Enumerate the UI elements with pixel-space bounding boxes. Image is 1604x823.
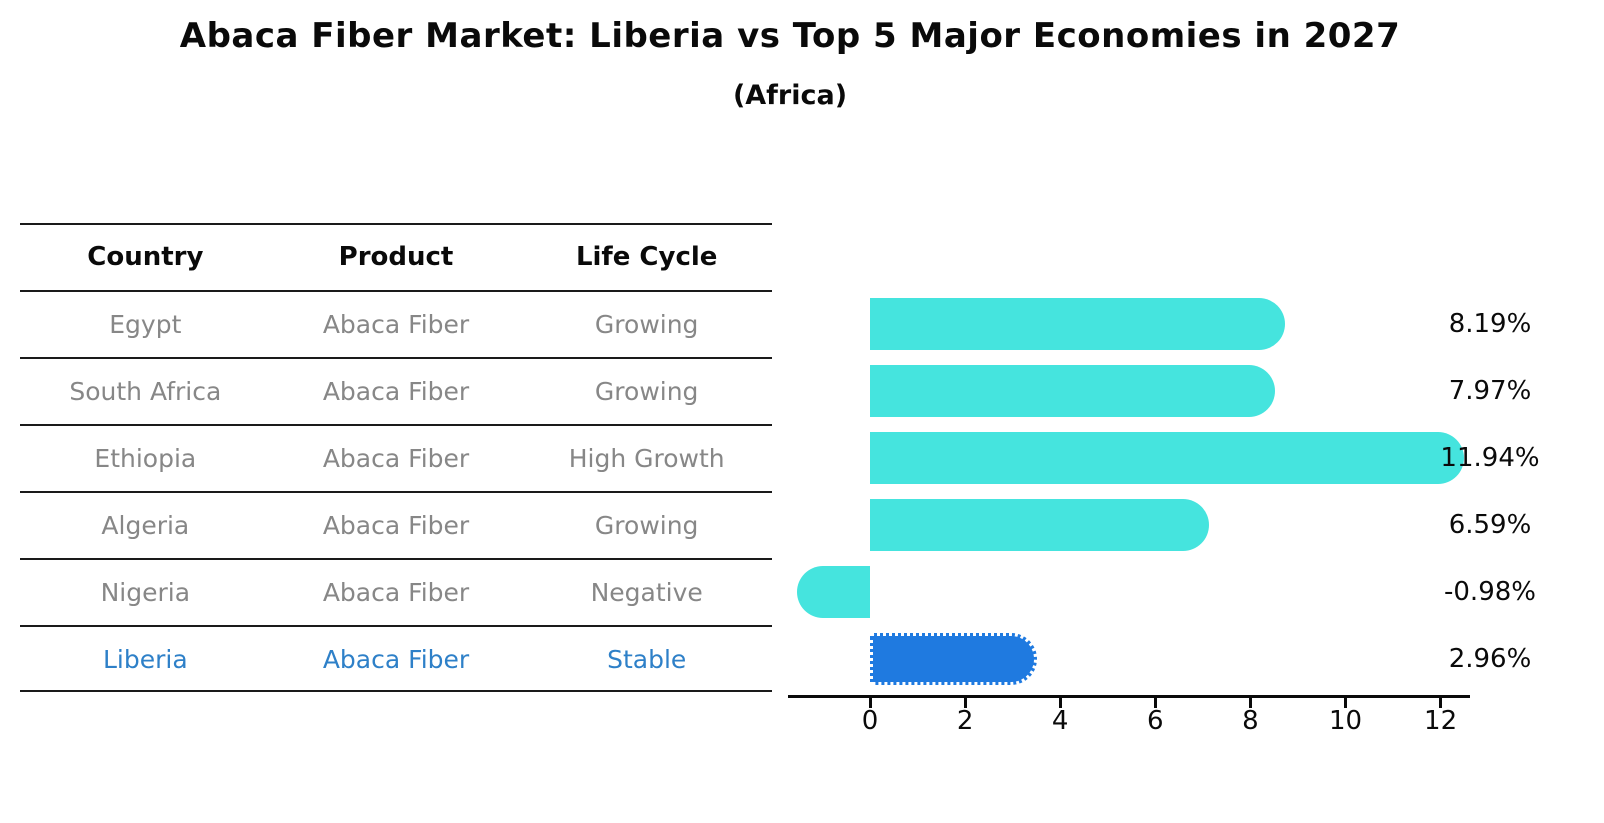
x-tick [1248, 698, 1252, 708]
bar-egypt [870, 297, 1286, 350]
x-tick-label: 8 [1242, 706, 1259, 736]
bar-south-africa [870, 364, 1275, 417]
x-tick [1439, 698, 1443, 708]
value-label: 7.97% [1448, 375, 1532, 406]
x-tick [1153, 698, 1157, 708]
cell-lifecycle: Growing [594, 310, 699, 339]
table-row-highlight: Liberia Abaca Fiber Stable [20, 625, 772, 692]
cell-country: Egypt [109, 310, 182, 339]
bar-liberia-highlight [870, 632, 1037, 685]
cell-lifecycle: Negative [590, 578, 703, 607]
cell-lifecycle: High Growth [568, 444, 725, 473]
x-tick-label: 10 [1328, 706, 1363, 736]
value-label: 8.19% [1448, 308, 1532, 339]
cell-lifecycle: Growing [594, 511, 699, 540]
x-tick-label: 12 [1424, 706, 1458, 736]
table-row: South Africa Abaca Fiber Growing [20, 357, 772, 424]
header-cell-country: Country [87, 242, 204, 272]
x-tick [963, 698, 967, 708]
cell-lifecycle: Stable [607, 645, 687, 674]
cell-product: Abaca Fiber [322, 578, 470, 607]
cell-country: Nigeria [100, 578, 191, 607]
table-header-row: Country Product Life Cycle [20, 223, 772, 290]
table-row: Nigeria Abaca Fiber Negative [20, 558, 772, 625]
header-cell-lifecycle: Life Cycle [575, 242, 718, 272]
cell-country: Ethiopia [94, 444, 197, 473]
x-tick [1058, 698, 1062, 708]
cell-country: South Africa [69, 377, 222, 406]
bar-ethiopia [870, 431, 1464, 484]
header-cell-product: Product [338, 242, 454, 272]
chart-title: Abaca Fiber Market: Liberia vs Top 5 Maj… [179, 16, 1401, 56]
chart-subtitle: (Africa) [732, 80, 848, 111]
bar-algeria [870, 498, 1210, 551]
cell-product: Abaca Fiber [322, 511, 470, 540]
bar-nigeria [797, 565, 870, 618]
x-tick-label: 6 [1147, 706, 1164, 736]
value-label: 11.94% [1440, 442, 1540, 473]
country-table: Country Product Life Cycle Egypt Abaca F… [20, 223, 772, 692]
cell-country: Algeria [101, 511, 190, 540]
value-label: -0.98% [1444, 576, 1536, 607]
value-label: 6.59% [1448, 509, 1532, 540]
table-row: Ethiopia Abaca Fiber High Growth [20, 424, 772, 491]
x-tick-label: 4 [1051, 706, 1069, 736]
x-tick-label: 2 [956, 706, 974, 736]
value-label: 2.96% [1448, 643, 1532, 674]
x-tick [1344, 698, 1347, 708]
table-row: Algeria Abaca Fiber Growing [20, 491, 772, 558]
x-tick [868, 698, 872, 708]
cell-lifecycle: Growing [594, 377, 699, 406]
cell-country: Liberia [103, 645, 188, 674]
x-axis-line [788, 695, 1471, 698]
cell-product: Abaca Fiber [322, 377, 470, 406]
cell-product: Abaca Fiber [322, 645, 470, 674]
table-row: Egypt Abaca Fiber Growing [20, 290, 772, 357]
x-tick-label: 0 [861, 706, 879, 736]
cell-product: Abaca Fiber [322, 444, 470, 473]
cell-product: Abaca Fiber [322, 310, 470, 339]
